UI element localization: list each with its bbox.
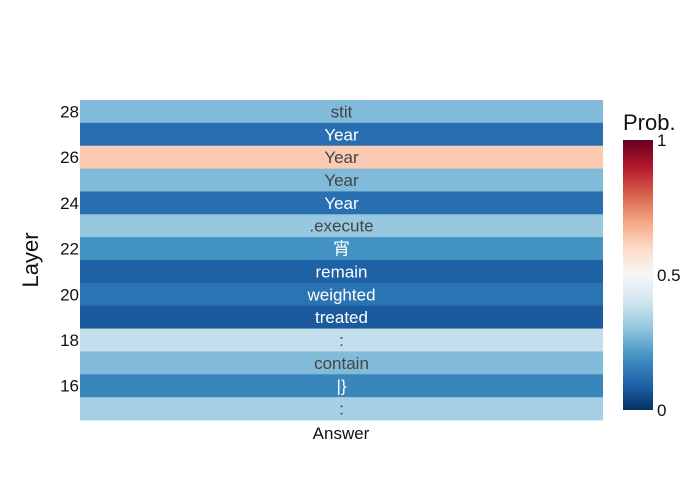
- cell-token-label: 宵: [333, 240, 350, 259]
- y-axis-title: Layer: [18, 232, 43, 287]
- cell-token-label: :: [339, 400, 344, 419]
- heatmap-cell: [80, 168, 603, 192]
- cell-token-label: Year: [324, 171, 359, 190]
- heatmap-cell: [80, 260, 603, 284]
- heatmap-cell: [80, 374, 603, 398]
- heatmap-cell: [80, 191, 603, 215]
- cell-token-label: remain: [316, 262, 368, 281]
- colorbar-title: Prob.: [623, 110, 676, 135]
- y-tick-label: 20: [60, 285, 79, 304]
- colorbar-tick-label: 0.5: [657, 266, 681, 285]
- colorbar-tick-label: 0: [657, 401, 666, 420]
- heatmap-cells: stit Year Year Year Year .execute 宵 remain weigh…: [80, 100, 603, 421]
- colorbar-tick-label: 1: [657, 131, 666, 150]
- y-tick-label: 22: [60, 240, 79, 259]
- heatmap-cell: [80, 351, 603, 375]
- heatmap-cell: [80, 214, 603, 238]
- heatmap-cell: [80, 305, 603, 329]
- colorbar-gradient: [623, 140, 653, 410]
- colorbar-ticks: 00.51: [657, 131, 681, 420]
- y-tick-label: 26: [60, 148, 79, 167]
- heatmap-cell: [80, 122, 603, 147]
- y-tick-label: 24: [60, 194, 79, 213]
- y-tick-label: 28: [60, 102, 79, 121]
- cell-token-label: |}: [336, 377, 346, 396]
- y-axis-ticks: 16 18 20 22 24 26 28: [60, 102, 79, 395]
- y-tick-label: 16: [60, 377, 79, 396]
- cell-token-label: stit: [331, 102, 353, 121]
- y-tick-label: 18: [60, 331, 79, 350]
- colorbar: Prob. 00.51: [623, 110, 681, 420]
- x-tick-label: Answer: [313, 424, 370, 443]
- heatmap-cell: [80, 145, 603, 169]
- heatmap-cell: [80, 282, 603, 307]
- cell-token-label: :: [339, 331, 344, 350]
- cell-token-label: weighted: [306, 285, 375, 304]
- heatmap-cell: [80, 397, 603, 421]
- heatmap-cell: [80, 237, 603, 261]
- cell-token-label: Year: [324, 125, 359, 144]
- cell-token-label: .execute: [309, 217, 373, 236]
- cell-token-label: Year: [324, 194, 359, 213]
- heatmap-cell: [80, 100, 603, 124]
- heatmap-cell: [80, 328, 603, 352]
- cell-token-label: Year: [324, 148, 359, 167]
- cell-token-label: treated: [315, 308, 368, 327]
- cell-token-label: contain: [314, 354, 369, 373]
